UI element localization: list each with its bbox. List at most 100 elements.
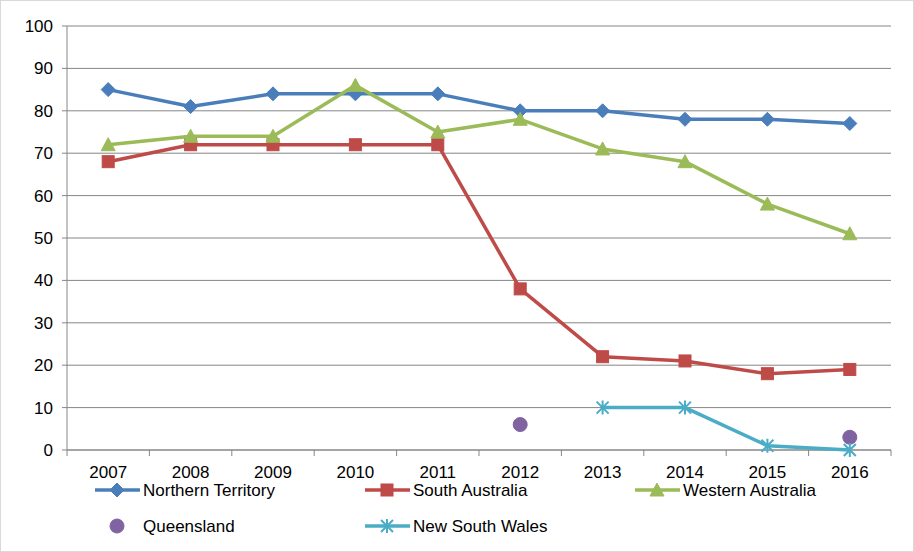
data-point	[348, 78, 362, 91]
data-point	[514, 283, 526, 295]
x-tick-label: 2008	[172, 463, 210, 482]
y-tick	[62, 238, 67, 239]
grid-line	[67, 280, 891, 281]
data-point	[679, 401, 691, 415]
series	[513, 418, 857, 445]
y-tick-label: 30	[34, 314, 53, 333]
data-point	[843, 430, 857, 444]
x-tick	[396, 450, 397, 456]
grid-line	[67, 153, 891, 154]
series-line	[108, 90, 850, 124]
data-point	[844, 363, 856, 375]
y-tick	[62, 153, 67, 154]
plot-area	[101, 78, 857, 457]
y-tick	[62, 450, 67, 451]
data-point	[184, 100, 198, 114]
x-tick	[479, 450, 480, 456]
y-tick	[62, 26, 67, 27]
y-tick-label: 60	[34, 187, 53, 206]
series	[101, 83, 857, 131]
x-tick	[726, 450, 727, 456]
x-tick	[561, 450, 562, 456]
legend-item: Queensland	[110, 517, 235, 536]
x-tick-label: 2007	[89, 463, 127, 482]
x-tick	[891, 450, 892, 456]
x-tick	[149, 450, 150, 456]
y-tick	[62, 322, 67, 323]
x-tick	[643, 450, 644, 456]
data-point	[102, 156, 114, 168]
legend-marker	[110, 483, 124, 497]
series-line	[108, 145, 850, 374]
data-point	[431, 87, 445, 101]
y-tick	[62, 280, 67, 281]
data-point	[266, 87, 280, 101]
series-line	[108, 85, 850, 233]
grid-line	[67, 238, 891, 239]
y-tick-label: 50	[34, 229, 53, 248]
data-point	[597, 351, 609, 363]
x-tick-label: 2011	[420, 463, 457, 482]
chart: 0102030405060708090100200720082009201020…	[0, 0, 914, 552]
grid-line	[67, 322, 891, 323]
chart-container: 0102030405060708090100200720082009201020…	[0, 0, 914, 552]
data-point	[760, 197, 774, 210]
data-point	[760, 112, 774, 126]
y-tick	[62, 195, 67, 196]
legend-label: South Australia	[413, 481, 528, 500]
data-point	[431, 125, 445, 138]
data-point	[349, 139, 361, 151]
legend-label: New South Wales	[413, 517, 547, 536]
y-tick-label: 90	[34, 59, 53, 78]
x-tick-label: 2014	[666, 463, 704, 482]
x-tick-label: 2013	[584, 463, 622, 482]
data-point	[678, 112, 692, 126]
data-point	[843, 227, 857, 240]
data-point	[843, 117, 857, 131]
legend-marker	[381, 484, 393, 496]
y-tick-label: 20	[34, 356, 53, 375]
y-tick-label: 40	[34, 271, 53, 290]
legend-label: Northern Territory	[143, 481, 275, 500]
series	[102, 139, 856, 380]
y-tick	[62, 68, 67, 69]
x-tick-label: 2009	[254, 463, 292, 482]
series	[101, 78, 857, 239]
legend-marker	[110, 519, 124, 533]
y-tick	[62, 365, 67, 366]
legend-label: Western Australia	[683, 481, 816, 500]
grid-line	[67, 407, 891, 408]
legend-marker	[650, 483, 664, 496]
y-tick-label: 80	[34, 102, 53, 121]
series	[597, 401, 856, 457]
y-axis	[67, 26, 68, 450]
legend-item: Northern Territory	[95, 481, 275, 500]
legend-item: New South Wales	[365, 517, 547, 536]
legend-item: South Australia	[365, 481, 528, 500]
data-point	[679, 355, 691, 367]
data-point	[513, 418, 527, 432]
x-tick-label: 2015	[748, 463, 786, 482]
legend: Northern Territory South Australia Western…	[95, 481, 816, 536]
data-point	[596, 104, 610, 118]
x-tick	[314, 450, 315, 456]
data-point	[101, 138, 115, 151]
legend-marker	[381, 519, 393, 533]
x-tick-label: 2010	[336, 463, 374, 482]
data-point	[844, 443, 856, 457]
y-tick	[62, 407, 67, 408]
y-tick-label: 100	[25, 17, 53, 36]
data-point	[678, 155, 692, 168]
data-point	[761, 439, 773, 453]
data-point	[101, 83, 115, 97]
y-tick-label: 0	[44, 441, 53, 460]
grid-line	[67, 26, 891, 27]
chart-border	[1, 1, 914, 552]
data-point	[597, 401, 609, 415]
x-tick	[808, 450, 809, 456]
data-point	[184, 129, 198, 142]
x-tick	[67, 450, 68, 456]
y-tick-label: 10	[34, 399, 53, 418]
legend-item: Western Australia	[635, 481, 816, 500]
x-tick-label: 2012	[501, 463, 539, 482]
